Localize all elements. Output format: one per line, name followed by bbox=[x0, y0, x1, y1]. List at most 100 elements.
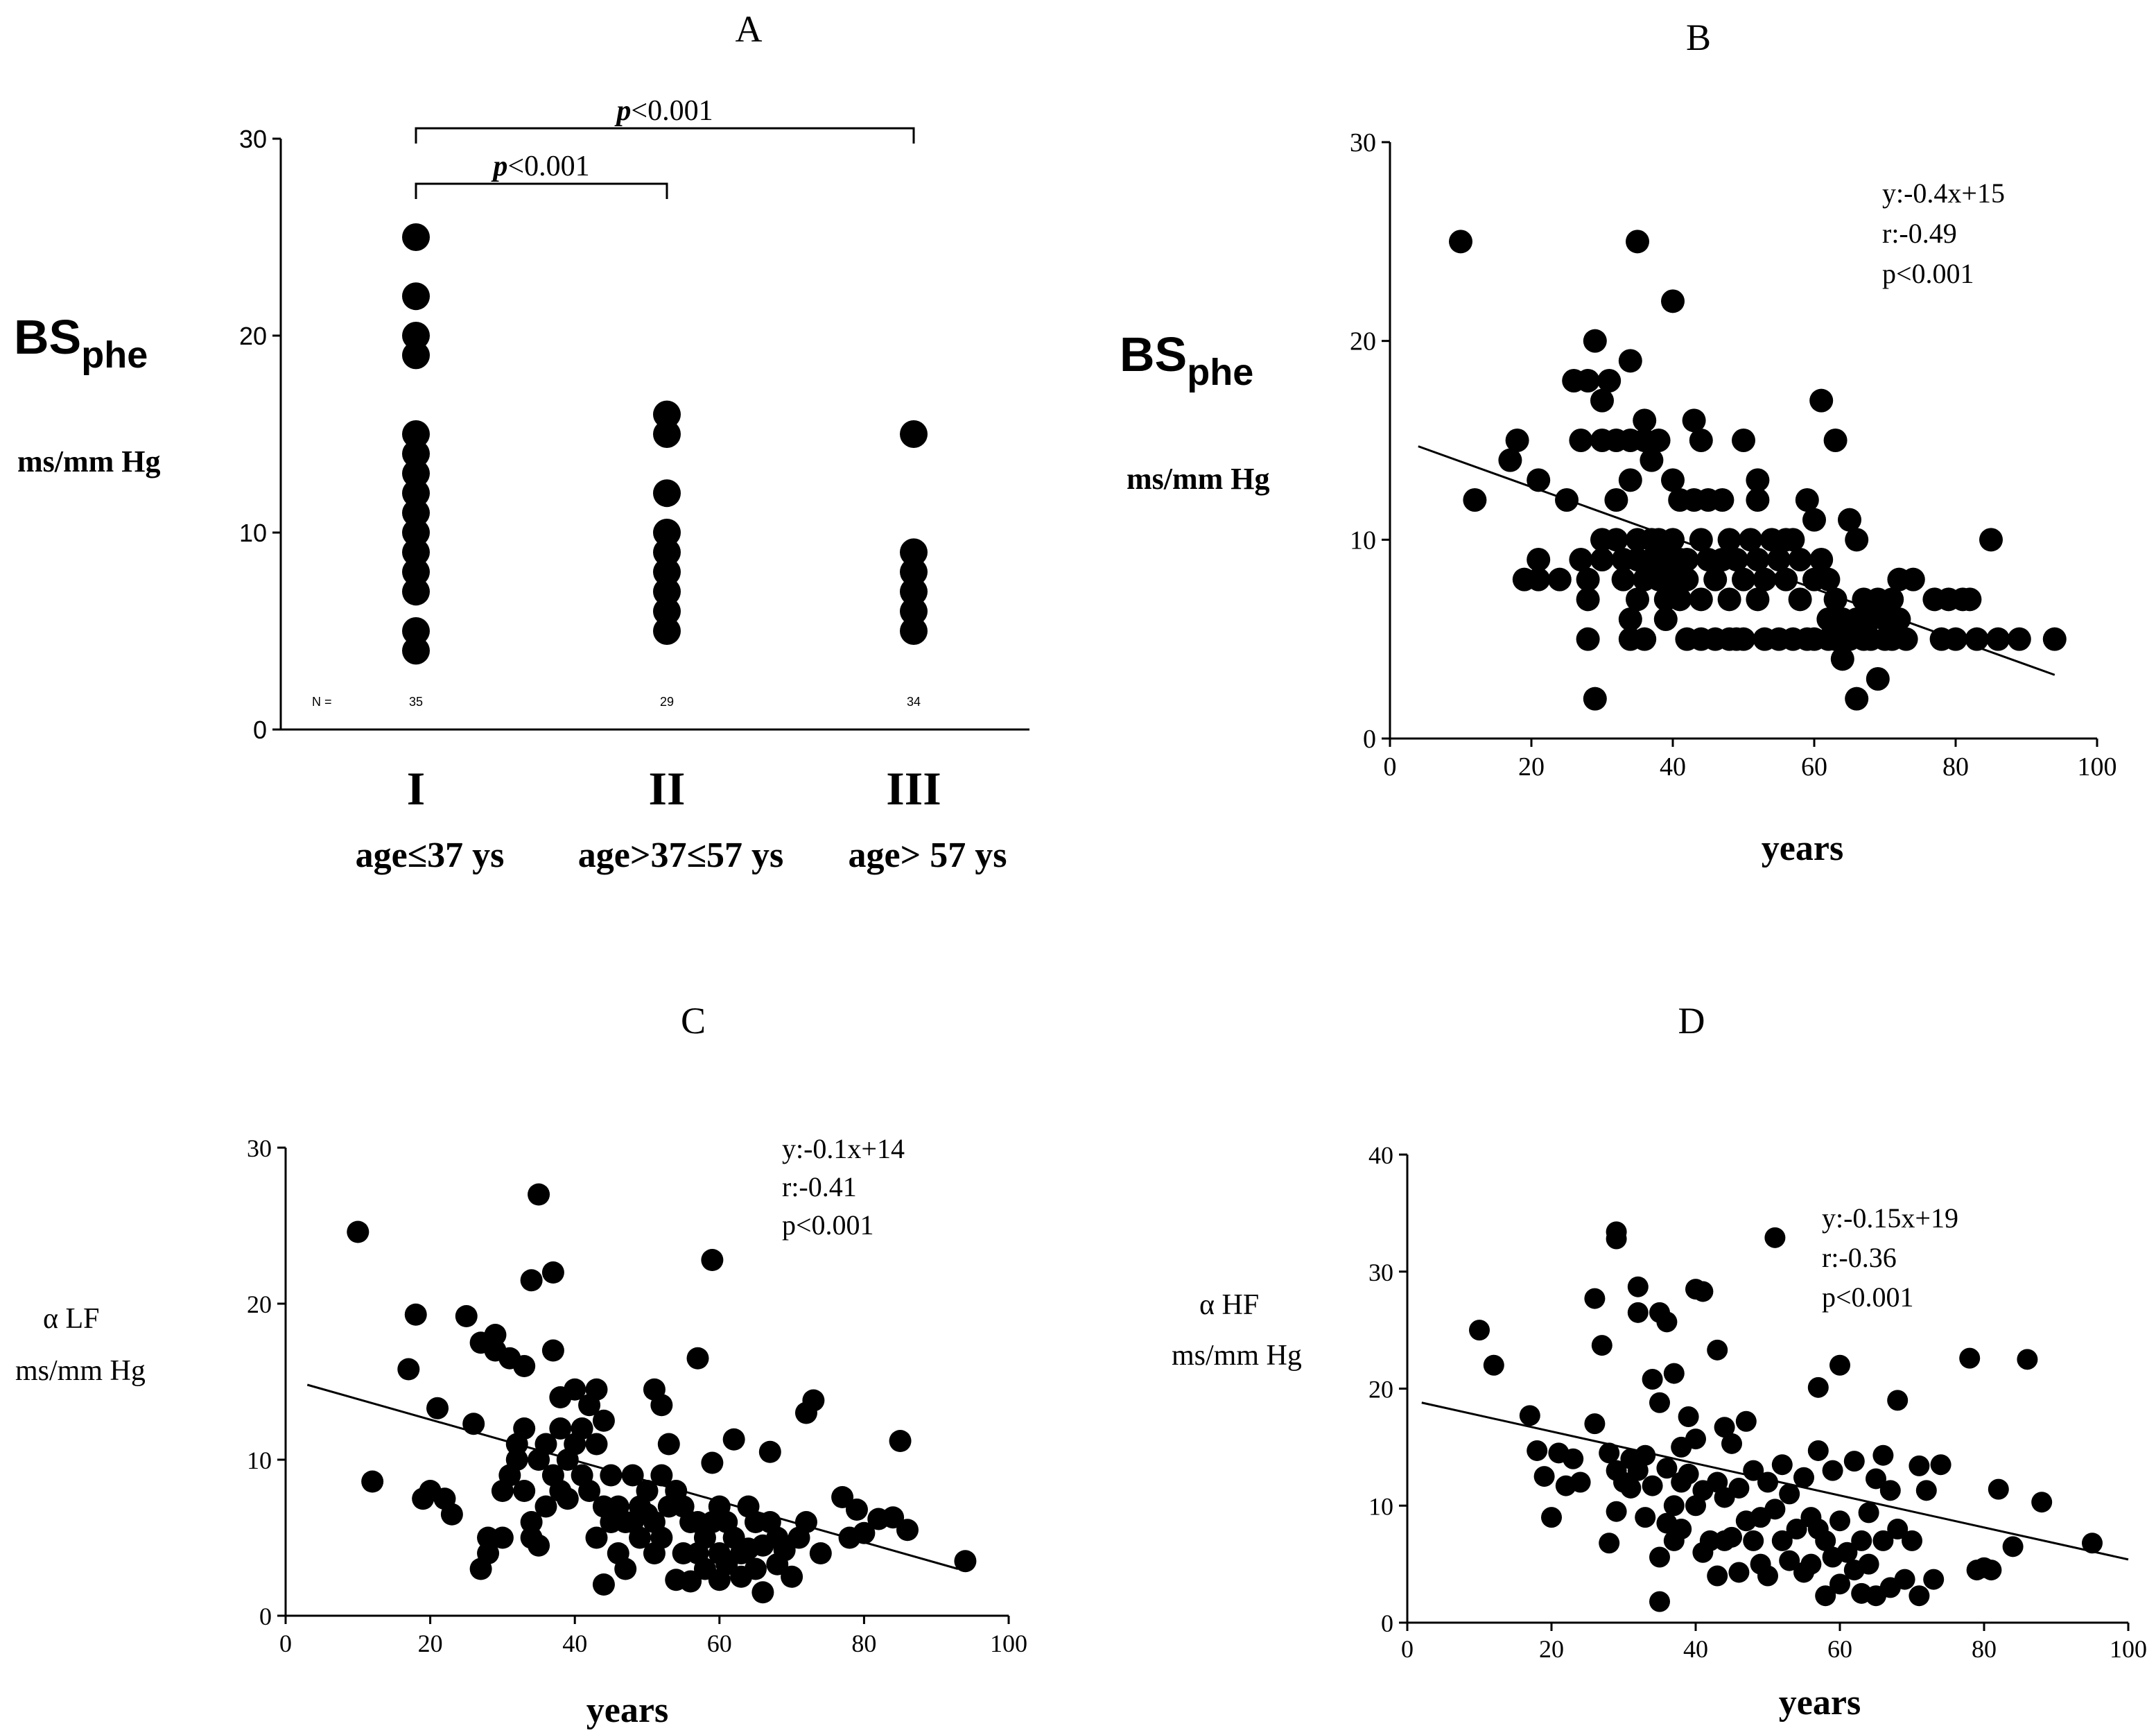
panel-c-point bbox=[600, 1464, 623, 1487]
panel-d-stat-line: r:-0.36 bbox=[1822, 1242, 1897, 1273]
panel-a-group-label: III bbox=[886, 762, 941, 815]
panel-d-point bbox=[1981, 1560, 2002, 1581]
panel-b-point bbox=[1823, 429, 1848, 452]
panel-d-point bbox=[1656, 1311, 1678, 1333]
panel-b-point bbox=[1894, 627, 1918, 651]
panel-a-point bbox=[402, 282, 430, 311]
panel-c-point bbox=[541, 1339, 564, 1362]
panel-b-point bbox=[1802, 508, 1826, 532]
panel-b-point bbox=[1583, 687, 1607, 711]
panel-d-point bbox=[1764, 1227, 1786, 1248]
panel-c-xtick-label: 0 bbox=[279, 1630, 292, 1657]
panel-c-point bbox=[845, 1499, 868, 1521]
panel-d-point bbox=[1793, 1467, 1814, 1488]
panel-c-point bbox=[556, 1487, 579, 1510]
panel-c-point bbox=[347, 1220, 370, 1243]
panel-d-point bbox=[1872, 1530, 1894, 1551]
panel-a-point bbox=[653, 558, 681, 586]
panel-d-point bbox=[1786, 1519, 1807, 1539]
panel-d-point bbox=[1728, 1477, 1750, 1499]
panel-c-point bbox=[455, 1305, 478, 1327]
panel-d-point bbox=[1721, 1526, 1742, 1548]
panel-b-point bbox=[1569, 429, 1593, 452]
panel-c-point bbox=[701, 1451, 724, 1474]
panel-d-point bbox=[1642, 1475, 1663, 1496]
panel-d-point bbox=[1764, 1499, 1786, 1520]
panel-b-point bbox=[1732, 567, 1755, 592]
panel-d-point bbox=[1599, 1533, 1620, 1554]
panel-c-point bbox=[650, 1464, 673, 1487]
panel-d-point bbox=[1714, 1417, 1735, 1438]
panel-b-point bbox=[1597, 369, 1622, 392]
panel-d-plot: 0 10 20 30 40 0 20 40 60 80 100 y:-0.15x+19 r:-0.36 p… bbox=[1368, 1141, 2147, 1663]
panel-a-point bbox=[402, 420, 430, 448]
panel-d-point bbox=[1591, 1335, 1612, 1356]
panel-d-ytick-label: 0 bbox=[1381, 1609, 1393, 1637]
panel-d-point bbox=[1743, 1530, 1764, 1551]
panel-a-point bbox=[402, 538, 430, 567]
panel-b-point bbox=[1668, 587, 1692, 612]
panel-a-point bbox=[402, 519, 430, 546]
panel-d-point bbox=[1807, 1440, 1829, 1461]
panel-d-point bbox=[1671, 1519, 1692, 1539]
panel-a-group-sublabel: age>37≤57 ys bbox=[578, 836, 784, 875]
panel-b-point bbox=[1527, 567, 1551, 592]
panel-b-point bbox=[1576, 369, 1600, 392]
panel-c-point bbox=[722, 1428, 745, 1451]
panel-b-point bbox=[1880, 587, 1904, 612]
panel-d-point bbox=[1800, 1553, 1822, 1575]
panel-a-point bbox=[653, 597, 681, 625]
panel-d-xtick-label: 0 bbox=[1401, 1635, 1414, 1663]
panel-c-point bbox=[549, 1417, 572, 1440]
panel-d-point bbox=[1771, 1530, 1793, 1551]
panel-c-point bbox=[744, 1557, 767, 1580]
panel-d-ylabel: α HF bbox=[1199, 1289, 1259, 1321]
panel-c-point bbox=[513, 1355, 536, 1377]
panel-d-point bbox=[1599, 1442, 1620, 1464]
panel-a-point bbox=[653, 617, 681, 645]
panel-a-point bbox=[653, 578, 681, 606]
panel-b-point bbox=[1463, 488, 1487, 512]
panel-d-point bbox=[1707, 1339, 1728, 1361]
panel-d-point bbox=[1678, 1406, 1699, 1427]
panel-b-stat-line: y:-0.4x+15 bbox=[1882, 178, 2005, 209]
panel-b-point bbox=[1626, 587, 1649, 612]
panel-d-point bbox=[1649, 1546, 1670, 1568]
panel-b-stat-line: r:-0.49 bbox=[1882, 218, 1957, 249]
panel-a-point bbox=[900, 538, 928, 567]
panel-c-xlabel: years bbox=[586, 1691, 668, 1730]
panel-b-point bbox=[1795, 488, 1819, 512]
panel-c-point bbox=[484, 1324, 507, 1346]
panel-c-point bbox=[650, 1526, 673, 1549]
panel-b-point bbox=[1604, 488, 1628, 512]
panel-d-point bbox=[1663, 1495, 1685, 1517]
panel-b-point bbox=[1604, 528, 1628, 552]
panel-c-point bbox=[889, 1430, 912, 1452]
panel-d-ytick-label: 30 bbox=[1368, 1259, 1393, 1286]
panel-b-point bbox=[2007, 627, 2031, 651]
panel-b-point bbox=[1845, 687, 1869, 711]
panel-a-point bbox=[653, 479, 681, 508]
panel-a-group-sublabel: age≤37 ys bbox=[356, 836, 505, 875]
panel-a-letter: A bbox=[736, 8, 763, 50]
panel-c-point bbox=[404, 1303, 427, 1326]
panel-c-xtick-label: 40 bbox=[562, 1630, 587, 1657]
panel-d-point bbox=[2017, 1349, 2038, 1370]
panel-c-yunit: ms/mm Hg bbox=[15, 1355, 146, 1387]
panel-a-ylabel: BSphe bbox=[14, 310, 148, 376]
panel-c-point bbox=[758, 1440, 781, 1463]
panel-a-point bbox=[402, 341, 430, 370]
panel-a-point bbox=[402, 558, 430, 586]
panel-c-point bbox=[520, 1269, 543, 1292]
panel-c-point bbox=[650, 1394, 673, 1417]
panel-c-point bbox=[954, 1550, 977, 1573]
panel-c-point bbox=[794, 1511, 817, 1533]
panel-b-point bbox=[1809, 388, 1834, 413]
panel-a-group-label: I bbox=[407, 762, 425, 815]
panel-d-stat-line: y:-0.15x+19 bbox=[1822, 1202, 1958, 1234]
panel-d-point bbox=[1930, 1454, 1951, 1476]
panel-a-point bbox=[402, 459, 430, 487]
panel-d-point bbox=[1699, 1530, 1721, 1551]
panel-d-letter: D bbox=[1678, 1000, 1705, 1042]
panel-a-bracket-label: p<0.001 bbox=[614, 95, 713, 127]
